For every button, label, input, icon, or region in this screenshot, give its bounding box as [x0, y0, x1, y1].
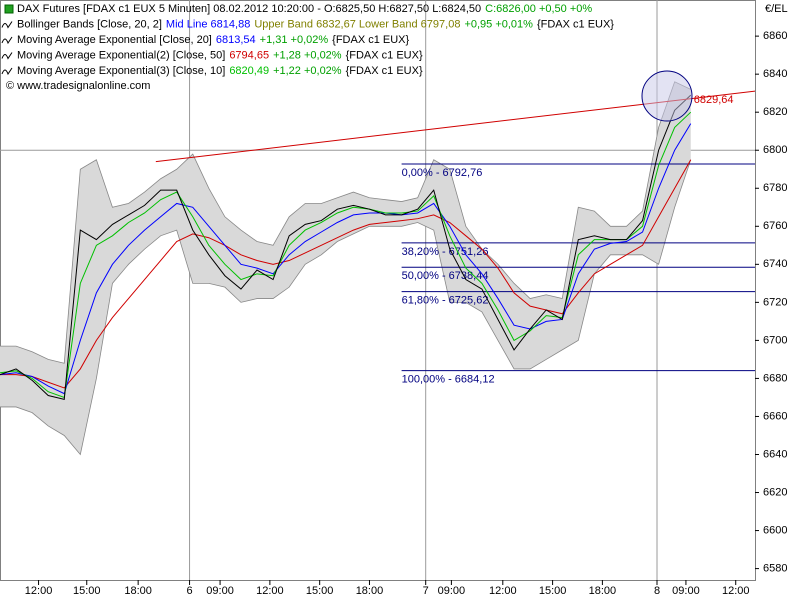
plot-area: 0,00% - 6792,76 38,20% - 6751,26 50,00% - … [0, 0, 755, 580]
x-tick-label: 18:00 [589, 585, 617, 597]
fib-label: 100,00% - 6684,12 [402, 373, 495, 385]
legend-part: +1,31 +0,02% [260, 34, 329, 46]
y-tick-label: 6580 [763, 562, 787, 574]
y-tick-label: 6640 [763, 448, 787, 460]
legend-icon [1, 52, 13, 60]
legend-part: +1,22 +0,02% [273, 65, 342, 77]
legend-part: {FDAX c1 EUX} [346, 49, 423, 61]
legend-line: Moving Average Exponential [Close, 20] 68… [17, 34, 410, 46]
legend-part: Mid Line 6814,88 [166, 18, 250, 30]
series-line [0, 94, 692, 400]
legend-part: DAX Futures [FDAX c1 EUX 5 Minuten] 08.0… [17, 3, 481, 15]
legend-line: DAX Futures [FDAX c1 EUX 5 Minuten] 08.0… [17, 3, 592, 15]
y-tick-label: 6760 [763, 220, 787, 232]
legend-part: Moving Average Exponential(2) [Close, 50… [17, 49, 225, 61]
y-tick-label: 6620 [763, 486, 787, 498]
legend-part: C:6826,00 +0,50 +0% [485, 3, 592, 15]
x-tick-label: 18:00 [124, 585, 152, 597]
legend-icon [1, 36, 13, 45]
legend-icon [1, 21, 13, 29]
x-tick-label: 15:00 [306, 585, 334, 597]
y-tick-label: 6600 [763, 524, 787, 536]
x-tick-label: 12:00 [722, 585, 750, 597]
last-price-label: 6829,64 [694, 94, 734, 106]
y-tick-label: 6680 [763, 372, 787, 384]
copyright: © www.tradesignalonline.com [6, 80, 150, 92]
series-line [0, 111, 692, 399]
x-tick-label: 7 [423, 585, 429, 597]
x-tick-label: 09:00 [206, 585, 234, 597]
legend-line: Moving Average Exponential(2) [Close, 50… [17, 49, 423, 61]
y-tick-label: 6800 [763, 144, 787, 156]
x-tick-label: 6 [186, 585, 192, 597]
series-line [0, 159, 692, 389]
x-tick-label: 12:00 [256, 585, 284, 597]
legend-line: Bollinger Bands [Close, 20, 2] Mid Line 6… [17, 18, 614, 30]
highlight-circle [641, 70, 693, 122]
y-tick-label: 6700 [763, 334, 787, 346]
x-tick-label: 15:00 [539, 585, 567, 597]
legend-part: +1,28 +0,02% [273, 49, 342, 61]
legend-part: {FDAX c1 EUX} [332, 34, 409, 46]
bollinger-band-lower [0, 159, 692, 456]
legend-part: {FDAX c1 EUX} [537, 18, 614, 30]
legend-part: Moving Average Exponential(3) [Close, 10… [17, 65, 225, 77]
legend-part: 6813,54 [216, 34, 256, 46]
y-tick-label: 6780 [763, 182, 787, 194]
fib-label: 38,20% - 6751,26 [402, 246, 489, 258]
x-tick-label: 09:00 [438, 585, 466, 597]
y-tick-label: 6740 [763, 258, 787, 270]
x-tick-label: 09:00 [672, 585, 700, 597]
legend-part: 6820,49 [229, 65, 269, 77]
y-tick-label: 6840 [763, 68, 787, 80]
legend-icon [1, 67, 13, 76]
x-tick-label: 12:00 [489, 585, 517, 597]
legend-icon [4, 4, 14, 14]
y-tick-label: 6860 [763, 30, 787, 42]
bollinger-band-area [0, 81, 691, 455]
x-tick-label: 15:00 [73, 585, 101, 597]
overlay: 6829,64 [694, 94, 734, 106]
plot-frame [0, 0, 756, 581]
legend-part: 6794,65 [229, 49, 269, 61]
fib-label: 61,80% - 6725,62 [402, 295, 489, 307]
x-tick-label: 18:00 [356, 585, 384, 597]
y-tick-label: 6720 [763, 296, 787, 308]
bollinger-band-upper [0, 81, 691, 364]
legend-part: {FDAX c1 EUX} [346, 65, 423, 77]
y-axis-label: €/EL [765, 3, 788, 15]
y-tick-label: 6660 [763, 410, 787, 422]
legend-part: +0,95 +0,01% [464, 18, 533, 30]
y-tick-label: 6820 [763, 106, 787, 118]
fib-label: 50,00% - 6738,44 [402, 270, 489, 282]
legend-line: Moving Average Exponential(3) [Close, 10… [17, 65, 423, 77]
legend-part: Upper Band 6832,67 Lower Band 6797,08 [254, 18, 460, 30]
legend-part: Bollinger Bands [Close, 20, 2] [17, 18, 162, 30]
x-tick-label: 12:00 [25, 585, 53, 597]
fib-label: 0,00% - 6792,76 [402, 167, 483, 179]
legend-part: Moving Average Exponential [Close, 20] [17, 34, 212, 46]
x-tick-label: 8 [654, 585, 660, 597]
series-line [0, 123, 692, 395]
